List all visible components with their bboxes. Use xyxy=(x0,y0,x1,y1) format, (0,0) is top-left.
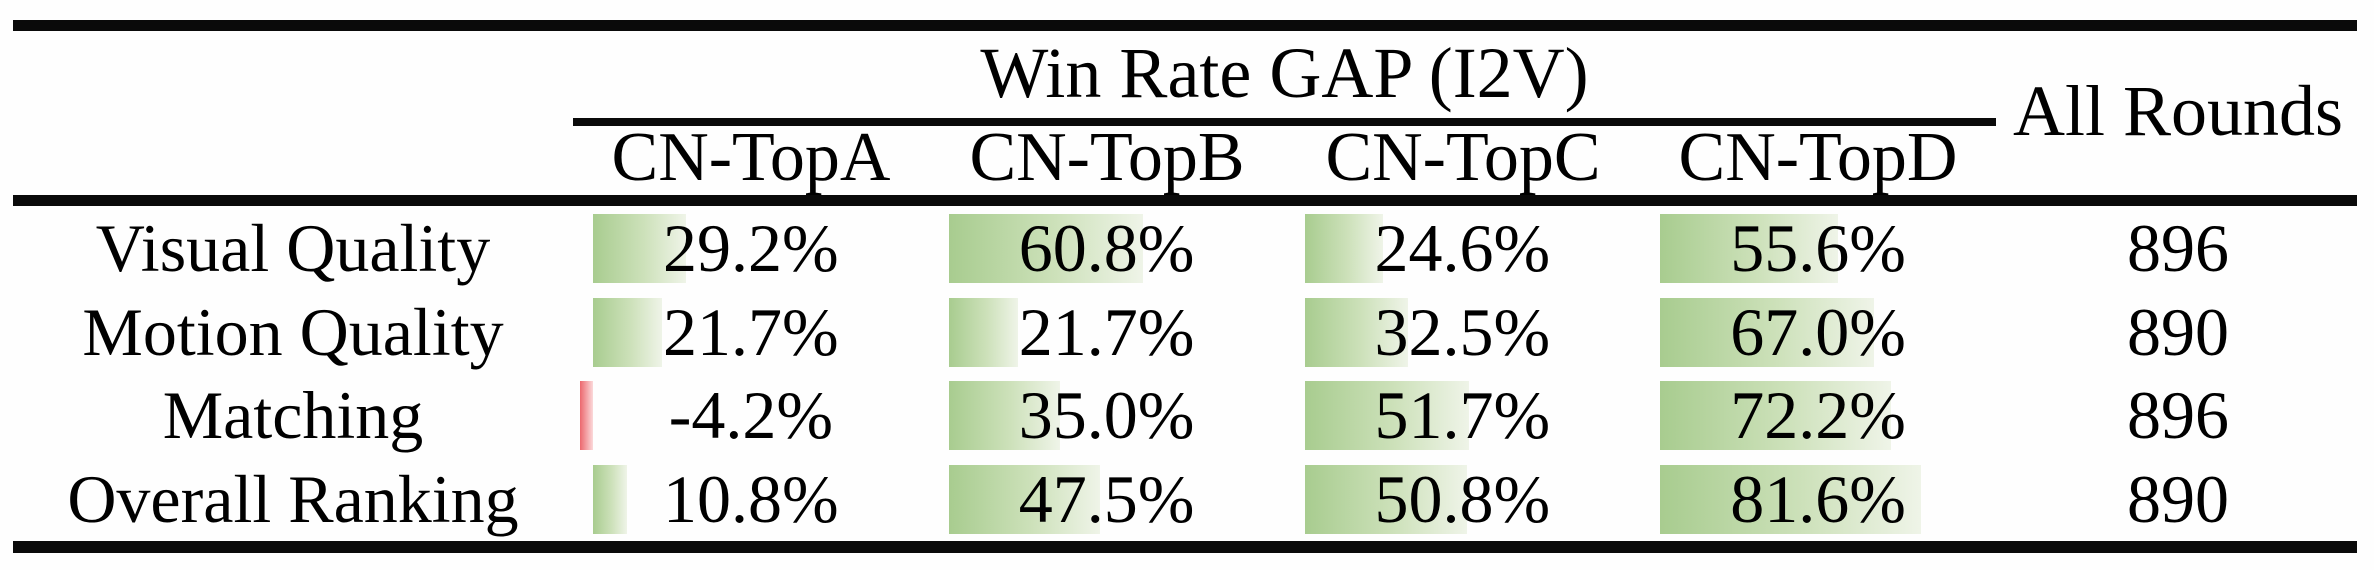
column-header-cn-topa: CN-TopA xyxy=(611,119,891,196)
top-rule xyxy=(13,20,2357,31)
win-rate-value: 60.8% xyxy=(1018,210,1195,287)
win-rate-cell: 50.8% xyxy=(1285,458,1641,542)
data-bar xyxy=(1304,297,1409,367)
data-bar xyxy=(1304,214,1383,283)
data-bar xyxy=(1304,464,1467,534)
win-rate-value: 32.5% xyxy=(1374,293,1551,370)
data-bar xyxy=(948,464,1101,534)
win-rate-value: 35.0% xyxy=(1018,377,1195,454)
all-rounds-value: 890 xyxy=(2127,293,2229,370)
column-header-cn-topc: CN-TopC xyxy=(1325,119,1601,196)
win-rate-cell: 60.8% xyxy=(929,207,1285,291)
win-rate-cell: 72.2% xyxy=(1640,374,1996,458)
data-bar xyxy=(948,214,1143,283)
data-bar xyxy=(948,381,1061,450)
win-rate-cell: 55.6% xyxy=(1640,207,1996,291)
all-rounds-value: 896 xyxy=(2127,210,2229,287)
win-rate-cell: 35.0% xyxy=(929,374,1285,458)
all-rounds-value: 890 xyxy=(2127,460,2229,537)
win-rate-value: 10.8% xyxy=(663,460,839,537)
win-rate-cell: -4.2% xyxy=(573,374,929,458)
data-bar xyxy=(1660,464,1921,534)
data-bar xyxy=(593,214,687,283)
win-rate-cell: 32.5% xyxy=(1285,291,1641,375)
win-rate-cell: 51.7% xyxy=(1285,374,1641,458)
win-rate-value: 47.5% xyxy=(1018,460,1195,537)
header-separator-rule xyxy=(13,195,2357,206)
data-bar xyxy=(593,297,663,367)
win-rate-value: 29.2% xyxy=(663,210,839,287)
column-header-cn-topd: CN-TopD xyxy=(1678,119,1958,196)
data-bar xyxy=(1304,381,1470,450)
win-rate-value: 24.6% xyxy=(1374,210,1551,287)
row-label: Overall Ranking xyxy=(67,460,519,537)
win-rate-cell: 24.6% xyxy=(1285,207,1641,291)
row-label: Motion Quality xyxy=(82,293,504,370)
win-rate-value: 51.7% xyxy=(1374,377,1551,454)
win-rate-value: 21.7% xyxy=(663,293,839,370)
data-bar xyxy=(948,297,1018,367)
win-rate-cell: 10.8% xyxy=(573,458,929,542)
bottom-rule xyxy=(13,541,2357,553)
data-bar xyxy=(593,464,628,534)
group-header: Win Rate GAP (I2V) xyxy=(980,32,1589,113)
row-label: Visual Quality xyxy=(95,210,491,287)
win-rate-cell: 81.6% xyxy=(1640,458,1996,542)
win-rate-value: 55.6% xyxy=(1730,210,1906,287)
win-rate-cell: 21.7% xyxy=(573,291,929,375)
win-rate-value: 67.0% xyxy=(1730,293,1906,370)
win-rate-value: 72.2% xyxy=(1730,377,1906,454)
negative-data-bar xyxy=(579,381,593,450)
data-bar xyxy=(1660,381,1891,450)
win-rate-value: 50.8% xyxy=(1374,460,1551,537)
data-bar xyxy=(1660,214,1838,283)
group-header-underline-rule xyxy=(573,118,1996,126)
win-rate-cell: 67.0% xyxy=(1640,291,1996,375)
data-bar xyxy=(1660,297,1874,367)
win-rate-cell: 21.7% xyxy=(929,291,1285,375)
win-rate-cell: 47.5% xyxy=(929,458,1285,542)
all-rounds-header: All Rounds xyxy=(2012,70,2344,151)
row-label: Matching xyxy=(162,377,424,454)
win-rate-value: 21.7% xyxy=(1018,293,1195,370)
all-rounds-value: 896 xyxy=(2127,377,2229,454)
win-rate-value: -4.2% xyxy=(668,377,834,454)
win-rate-value: 81.6% xyxy=(1730,460,1906,537)
column-header-cn-topb: CN-TopB xyxy=(969,119,1245,196)
win-rate-cell: 29.2% xyxy=(573,207,929,291)
